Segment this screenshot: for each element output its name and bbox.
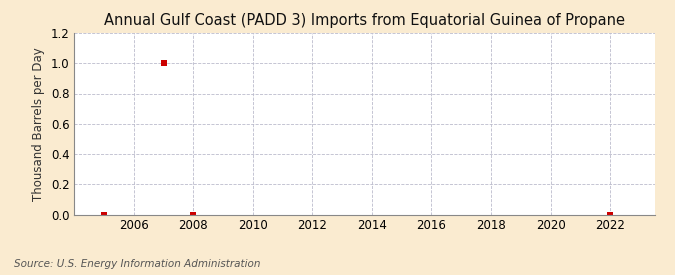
Text: Source: U.S. Energy Information Administration: Source: U.S. Energy Information Administ… (14, 259, 260, 269)
Y-axis label: Thousand Barrels per Day: Thousand Barrels per Day (32, 47, 45, 201)
Title: Annual Gulf Coast (PADD 3) Imports from Equatorial Guinea of Propane: Annual Gulf Coast (PADD 3) Imports from … (104, 13, 625, 28)
